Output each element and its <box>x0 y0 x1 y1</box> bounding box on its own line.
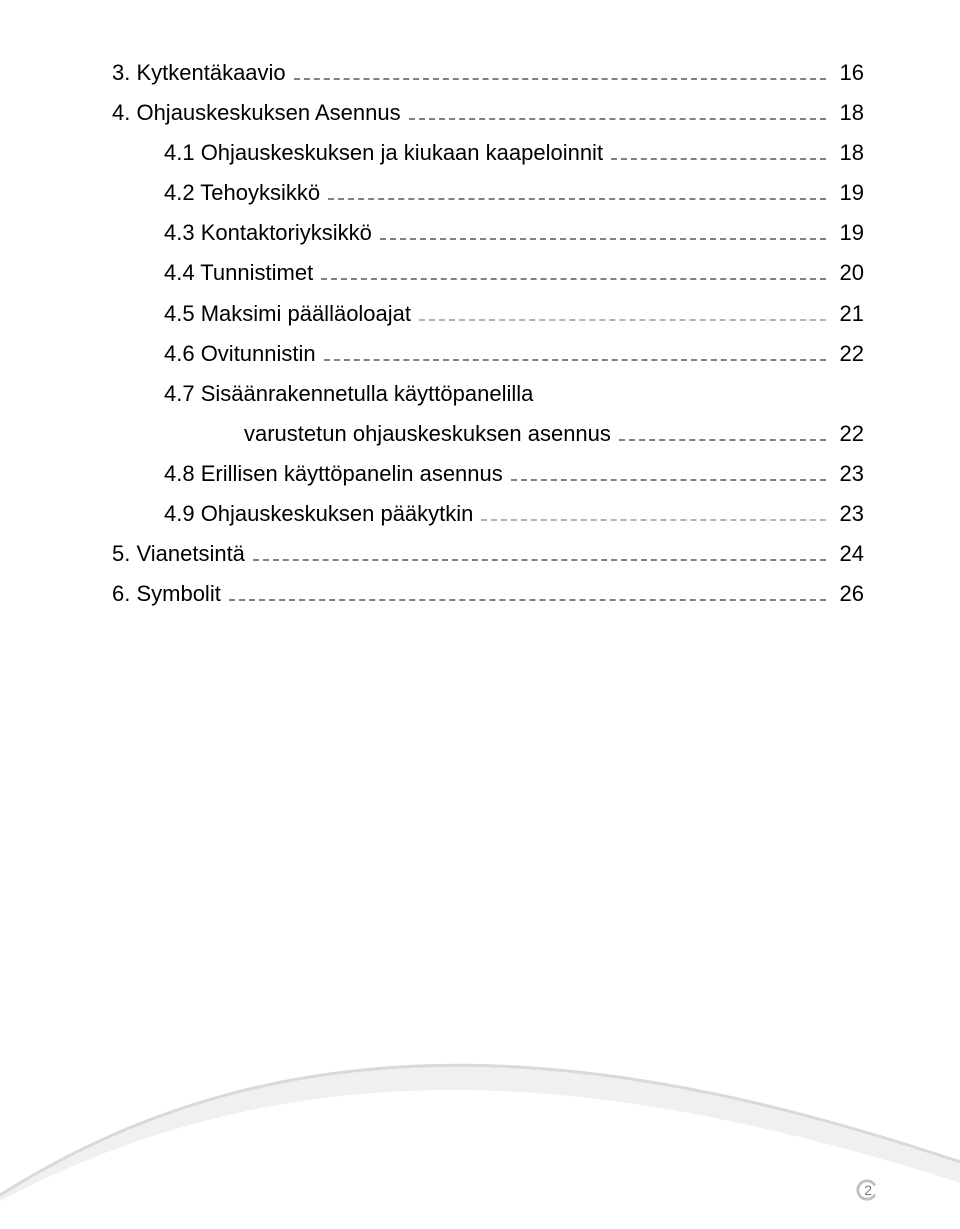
toc-page: 19 <box>834 176 864 210</box>
toc-label: 3. Kytkentäkaavio <box>112 56 286 90</box>
toc-row: 4.6 Ovitunnistin 22 <box>112 337 864 371</box>
toc-row: 4. Ohjauskeskuksen Asennus 18 <box>112 96 864 130</box>
toc-row: 3. Kytkentäkaavio 16 <box>112 56 864 90</box>
toc-label: 4.1 Ohjauskeskuksen ja kiukaan kaapeloin… <box>164 136 603 170</box>
toc-row: 4.3 Kontaktoriyksikkö 19 <box>112 216 864 250</box>
toc-page: 23 <box>834 497 864 531</box>
toc-leader <box>419 302 826 321</box>
toc-leader <box>328 182 826 201</box>
toc-page: 24 <box>834 537 864 571</box>
toc-label: varustetun ohjauskeskuksen asennus <box>244 417 611 451</box>
toc-leader <box>619 422 826 441</box>
toc-label: 4.3 Kontaktoriyksikkö <box>164 216 372 250</box>
toc-leader <box>511 462 826 481</box>
toc-label: 4.7 Sisäänrakennetulla käyttöpanelilla <box>164 377 533 411</box>
toc-label: 4.2 Tehoyksikkö <box>164 176 320 210</box>
decorative-swoosh <box>0 869 960 1229</box>
toc-label: 5. Vianetsintä <box>112 537 245 571</box>
toc-row: 4.7 Sisäänrakennetulla käyttöpanelilla <box>112 377 864 411</box>
toc-leader <box>229 583 826 602</box>
toc-label: 4.4 Tunnistimet <box>164 256 313 290</box>
toc-row: 4.1 Ohjauskeskuksen ja kiukaan kaapeloin… <box>112 136 864 170</box>
toc-label: 6. Symbolit <box>112 577 221 611</box>
toc-leader <box>324 342 826 361</box>
toc-row: 4.4 Tunnistimet 20 <box>112 256 864 290</box>
toc-row: 4.2 Tehoyksikkö 19 <box>112 176 864 210</box>
toc-label: 4.5 Maksimi päälläoloajat <box>164 297 411 331</box>
toc-leader <box>294 61 826 80</box>
toc-page: 20 <box>834 256 864 290</box>
toc-row: 4.9 Ohjauskeskuksen pääkytkin 23 <box>112 497 864 531</box>
toc-page: 22 <box>834 337 864 371</box>
toc-page: 21 <box>834 297 864 331</box>
toc-leader <box>380 222 826 241</box>
page-number: 2 <box>856 1179 890 1201</box>
toc-leader <box>321 262 826 281</box>
toc-page: 18 <box>834 136 864 170</box>
toc-label: 4.9 Ohjauskeskuksen pääkytkin <box>164 497 473 531</box>
toc-label: 4.8 Erillisen käyttöpanelin asennus <box>164 457 503 491</box>
toc-row: 6. Symbolit 26 <box>112 577 864 611</box>
toc-leader <box>611 142 826 161</box>
toc-page: 19 <box>834 216 864 250</box>
toc-page: 16 <box>834 56 864 90</box>
toc-leader <box>409 101 826 120</box>
table-of-contents: 3. Kytkentäkaavio 16 4. Ohjauskeskuksen … <box>112 56 864 611</box>
toc-page: 18 <box>834 96 864 130</box>
toc-row: varustetun ohjauskeskuksen asennus 22 <box>112 417 864 451</box>
toc-page: 23 <box>834 457 864 491</box>
toc-page: 22 <box>834 417 864 451</box>
toc-row: 5. Vianetsintä 24 <box>112 537 864 571</box>
toc-label: 4.6 Ovitunnistin <box>164 337 316 371</box>
toc-row: 4.5 Maksimi päälläoloajat 21 <box>112 297 864 331</box>
toc-label: 4. Ohjauskeskuksen Asennus <box>112 96 401 130</box>
toc-row: 4.8 Erillisen käyttöpanelin asennus 23 <box>112 457 864 491</box>
toc-page: 26 <box>834 577 864 611</box>
toc-leader <box>481 502 826 521</box>
toc-leader <box>253 542 826 561</box>
page-number-text: 2 <box>864 1182 872 1198</box>
